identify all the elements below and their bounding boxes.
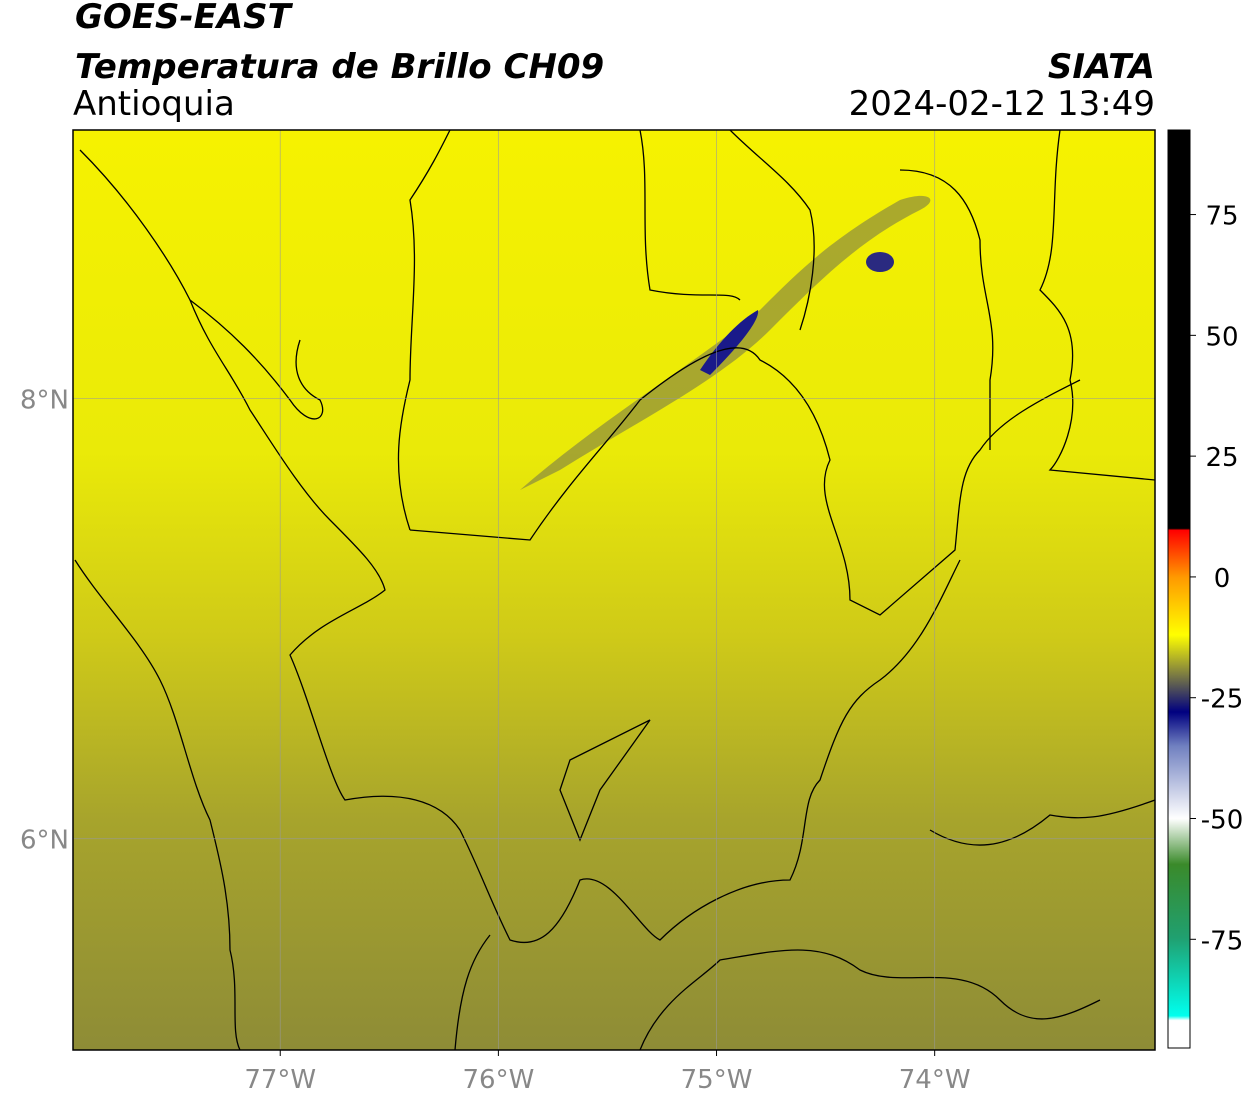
map-background (73, 130, 1155, 1050)
colorbar-tick-label: 25 (1205, 443, 1238, 473)
source: SIATA (1048, 47, 1155, 87)
x-tick-label: 76°W (462, 1065, 534, 1095)
cold-cloud (700, 310, 759, 375)
colorbar-tick-label: 0 (1214, 564, 1231, 594)
datetime: 2024-02-12 13:49 (849, 84, 1155, 124)
subtitle: Temperatura de Brillo CH09 (75, 47, 604, 87)
colorbar-tick-label: 75 (1205, 202, 1238, 232)
colorbar-tick-label: 50 (1205, 322, 1238, 352)
cold-cloud (866, 252, 894, 272)
grid (73, 130, 1155, 1050)
boundaries (74, 130, 1155, 1050)
colorbar (1167, 129, 1191, 1049)
x-tick-label: 77°W (244, 1065, 316, 1095)
region: Antioquia (73, 84, 235, 124)
colorbar-tick-label: -75 (1201, 926, 1243, 956)
colorbar-tick-label: -25 (1201, 685, 1243, 715)
title: GOES-EAST (75, 0, 294, 37)
colorbar-tick-label: -50 (1201, 806, 1243, 836)
y-tick-label: 6°N (20, 826, 69, 856)
map-image (73, 130, 1155, 1050)
y-tick-label: 8°N (20, 386, 69, 416)
x-tick-label: 75°W (681, 1065, 753, 1095)
x-tick-label: 74°W (899, 1065, 971, 1095)
map-frame (72, 129, 1156, 1051)
